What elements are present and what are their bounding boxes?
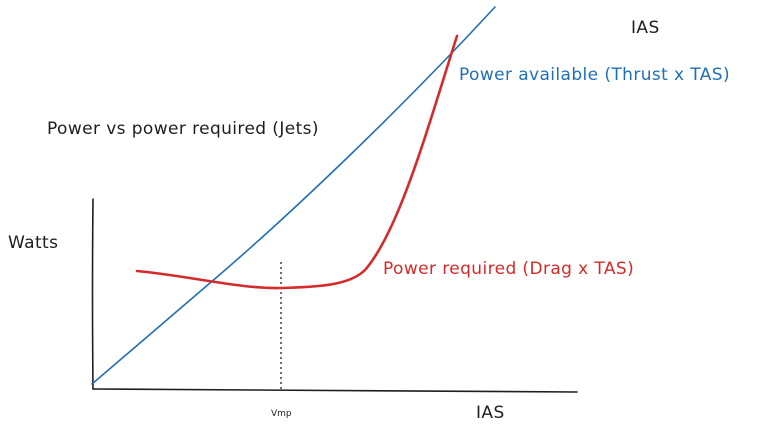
power-available-line [91,6,496,385]
x-axis-line [92,388,578,393]
vmp-label: Vmp [271,409,292,419]
power-required-curve [135,34,459,290]
top-ias-label: IAS [631,18,660,38]
diagram-title: Power vs power required (Jets) [47,119,319,139]
power-required-label: Power required (Drag x TAS) [383,259,634,279]
y-axis-line [91,198,94,390]
power-available-label: Power available (Thrust x TAS) [459,65,730,85]
x-axis-label: IAS [476,403,505,423]
y-axis-label: Watts [8,233,58,253]
